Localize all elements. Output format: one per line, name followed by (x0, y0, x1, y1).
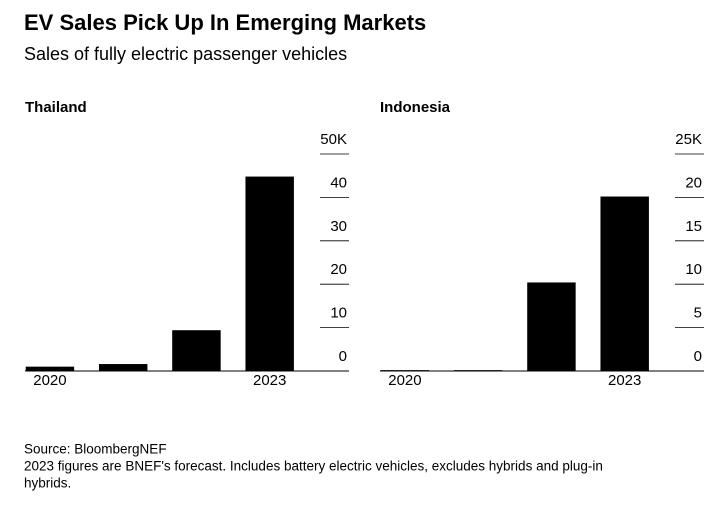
y-tick-label: 0 (694, 348, 702, 365)
y-tick-label: 5 (694, 305, 702, 322)
chart-title: EV Sales Pick Up In Emerging Markets (24, 10, 426, 35)
bar (600, 196, 649, 371)
y-tick-label: 20 (330, 261, 347, 278)
x-tick-label: 2023 (608, 372, 641, 389)
bar (98, 364, 148, 371)
x-tick-label: 2020 (388, 372, 421, 389)
bar (245, 176, 294, 371)
bar (172, 330, 221, 371)
source: Source: BloombergNEF (24, 442, 167, 457)
panel-title: Indonesia (380, 99, 451, 116)
y-tick-label: 10 (685, 261, 702, 278)
bar (25, 366, 75, 371)
y-tick-label: 25K (675, 131, 702, 148)
bar (527, 282, 576, 371)
chart-subtitle: Sales of fully electric passenger vehicl… (24, 44, 347, 64)
panel-title: Thailand (25, 99, 87, 116)
note: hybrids. (24, 476, 71, 491)
y-tick-label: 20 (685, 174, 702, 191)
y-tick-label: 50K (320, 131, 347, 148)
x-tick-label: 2020 (33, 372, 66, 389)
y-tick-label: 30 (330, 218, 347, 235)
y-tick-label: 0 (339, 348, 347, 365)
y-tick-label: 15 (685, 218, 702, 235)
y-tick-label: 40 (330, 174, 347, 191)
y-tick-label: 10 (330, 305, 347, 322)
note: 2023 figures are BNEF's forecast. Includ… (24, 459, 603, 474)
bar (453, 370, 503, 372)
bar (380, 370, 430, 372)
x-tick-label: 2023 (253, 372, 286, 389)
